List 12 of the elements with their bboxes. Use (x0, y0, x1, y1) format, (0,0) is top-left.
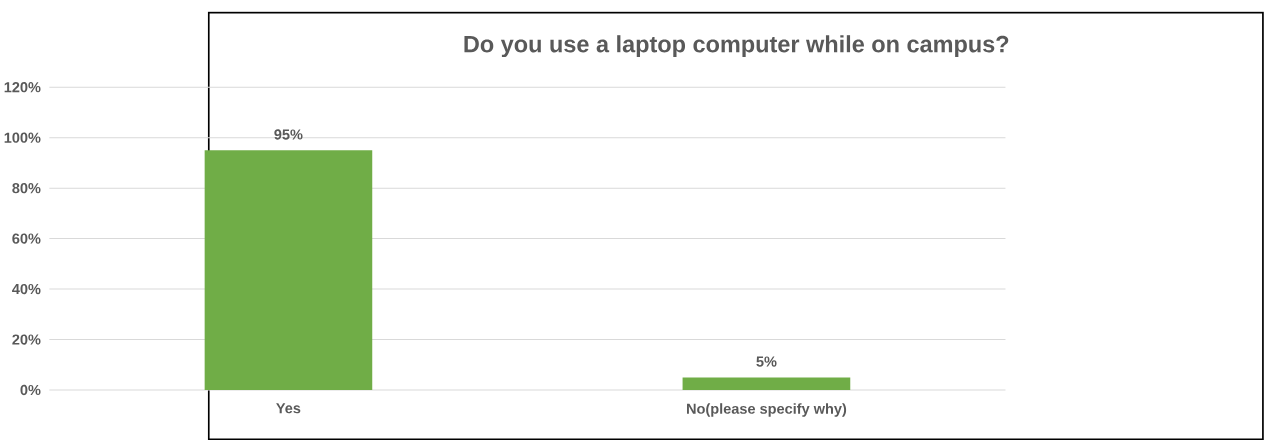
y-tick-label: 0% (20, 384, 41, 395)
data-label: 5% (756, 356, 777, 367)
y-tick-label: 40% (12, 283, 41, 295)
data-label: 95% (274, 129, 303, 140)
x-tick-label: No(please specify why) (687, 403, 847, 417)
y-tick-label: 120% (4, 81, 41, 93)
x-tick-label: Yes (276, 403, 301, 414)
y-tick-label: 60% (12, 233, 41, 244)
chart-title: Do you use a laptop computer while on campus? (464, 35, 1009, 57)
y-tick-label: 100% (4, 132, 41, 143)
y-tick-label: 20% (12, 334, 41, 345)
y-tick-label: 80% (12, 182, 41, 194)
